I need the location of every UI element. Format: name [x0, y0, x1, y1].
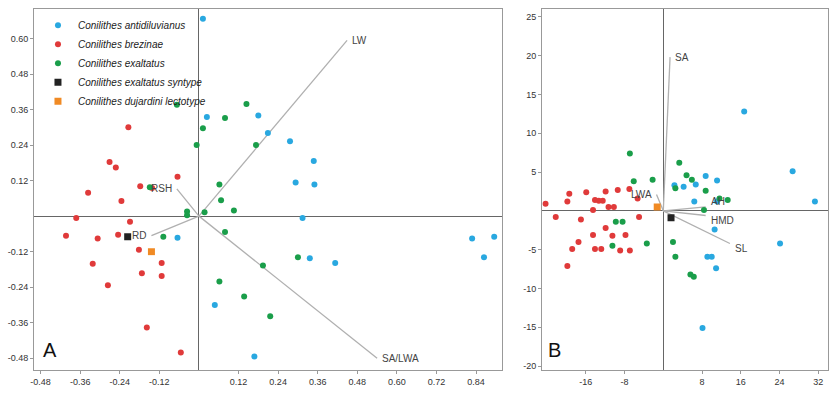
svg-text:0.36: 0.36	[11, 105, 29, 115]
svg-text:AH: AH	[711, 196, 725, 207]
svg-text:-20: -20	[523, 361, 536, 371]
svg-text:16: 16	[736, 377, 746, 387]
svg-text:25: 25	[526, 12, 536, 22]
svg-text:0.60: 0.60	[11, 34, 29, 44]
svg-text:8: 8	[700, 377, 705, 387]
svg-text:Conilithes antidiluvianus: Conilithes antidiluvianus	[78, 20, 185, 31]
svg-text:Conilithes exaltatus syntype: Conilithes exaltatus syntype	[78, 77, 202, 88]
svg-text:-5: -5	[528, 245, 536, 255]
svg-text:A: A	[43, 339, 57, 361]
svg-text:-0.24: -0.24	[8, 282, 29, 292]
svg-text:-0.48: -0.48	[8, 353, 29, 363]
svg-text:0.36: 0.36	[309, 377, 327, 387]
svg-text:0.48: 0.48	[11, 69, 29, 79]
svg-text:-10: -10	[523, 284, 536, 294]
svg-text:-0.12: -0.12	[8, 247, 29, 257]
svg-text:0.84: 0.84	[467, 377, 485, 387]
svg-text:24: 24	[775, 377, 785, 387]
svg-text:0.12: 0.12	[230, 377, 248, 387]
svg-text:15: 15	[526, 90, 536, 100]
svg-text:SA: SA	[675, 52, 689, 63]
svg-text:20: 20	[526, 51, 536, 61]
svg-text:Conilithes brezinae: Conilithes brezinae	[78, 39, 163, 50]
svg-text:-0.48: -0.48	[30, 377, 51, 387]
svg-text:5: 5	[531, 167, 536, 177]
svg-text:SL: SL	[735, 243, 748, 254]
svg-text:-8: -8	[621, 377, 629, 387]
svg-text:10: 10	[526, 128, 536, 138]
svg-text:0.24: 0.24	[11, 140, 29, 150]
svg-text:-0.36: -0.36	[8, 318, 29, 328]
svg-text:RD: RD	[132, 230, 146, 241]
svg-text:-16: -16	[579, 377, 592, 387]
svg-text:LWA: LWA	[631, 189, 652, 200]
svg-text:0.72: 0.72	[428, 377, 446, 387]
svg-text:-0.36: -0.36	[70, 377, 91, 387]
svg-text:B: B	[548, 339, 561, 361]
svg-text:SA/LWA: SA/LWA	[382, 353, 419, 364]
svg-text:-0.24: -0.24	[110, 377, 131, 387]
svg-text:0.48: 0.48	[349, 377, 367, 387]
svg-text:LW: LW	[352, 35, 367, 46]
svg-text:0.12: 0.12	[11, 176, 29, 186]
svg-text:Conilithes dujardini lectotype: Conilithes dujardini lectotype	[78, 96, 206, 107]
svg-text:0.24: 0.24	[269, 377, 287, 387]
svg-text:Conilithes exaltatus: Conilithes exaltatus	[78, 58, 165, 69]
svg-text:-0.12: -0.12	[149, 377, 170, 387]
svg-text:HMD: HMD	[711, 215, 734, 226]
svg-text:0.60: 0.60	[388, 377, 406, 387]
svg-text:-15: -15	[523, 322, 536, 332]
svg-text:32: 32	[813, 377, 823, 387]
svg-text:RSH: RSH	[151, 183, 172, 194]
